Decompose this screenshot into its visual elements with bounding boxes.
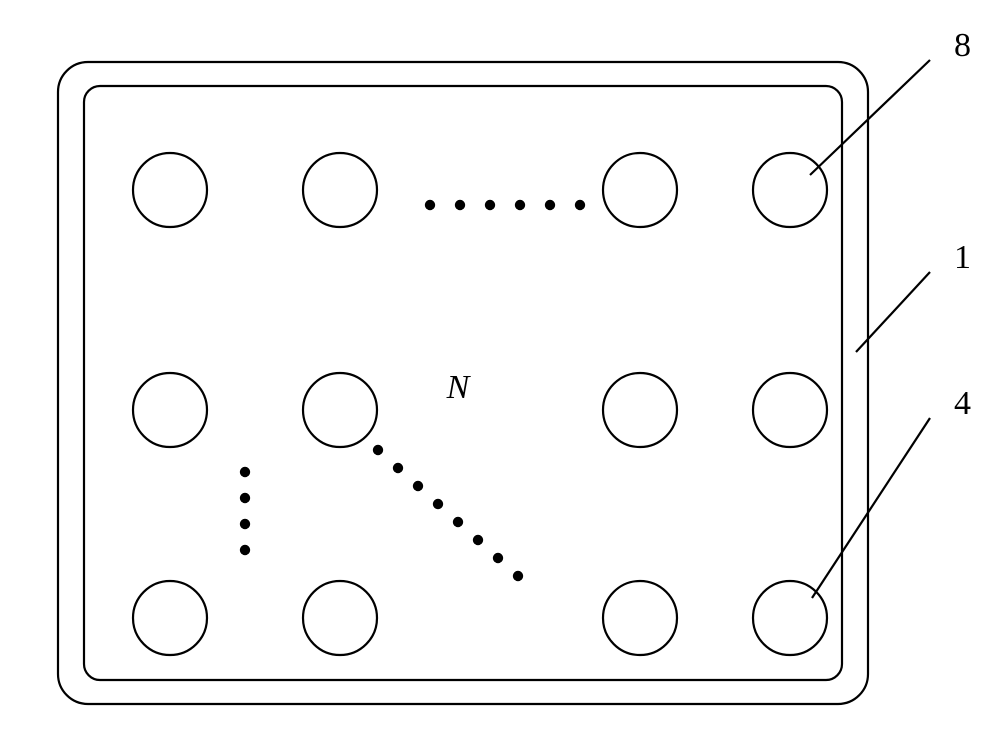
dot-top-3: [515, 200, 525, 210]
dot-vert-2: [240, 519, 250, 529]
dot-diag-0: [373, 445, 383, 455]
label-N: N: [446, 369, 472, 406]
dot-diag-2: [413, 481, 423, 491]
dot-diag-4: [453, 517, 463, 527]
dot-vert-3: [240, 545, 250, 555]
canvas-bg: [0, 0, 1000, 734]
dot-top-0: [425, 200, 435, 210]
dot-vert-1: [240, 493, 250, 503]
dot-diag-5: [473, 535, 483, 545]
dot-vert-0: [240, 467, 250, 477]
dot-top-4: [545, 200, 555, 210]
callout-8: 8: [954, 27, 971, 64]
callout-4: 4: [954, 385, 971, 422]
dot-diag-3: [433, 499, 443, 509]
dot-top-5: [575, 200, 585, 210]
dot-diag-7: [513, 571, 523, 581]
dot-top-1: [455, 200, 465, 210]
dot-diag-1: [393, 463, 403, 473]
dot-diag-6: [493, 553, 503, 563]
callout-1: 1: [954, 239, 971, 276]
dot-top-2: [485, 200, 495, 210]
